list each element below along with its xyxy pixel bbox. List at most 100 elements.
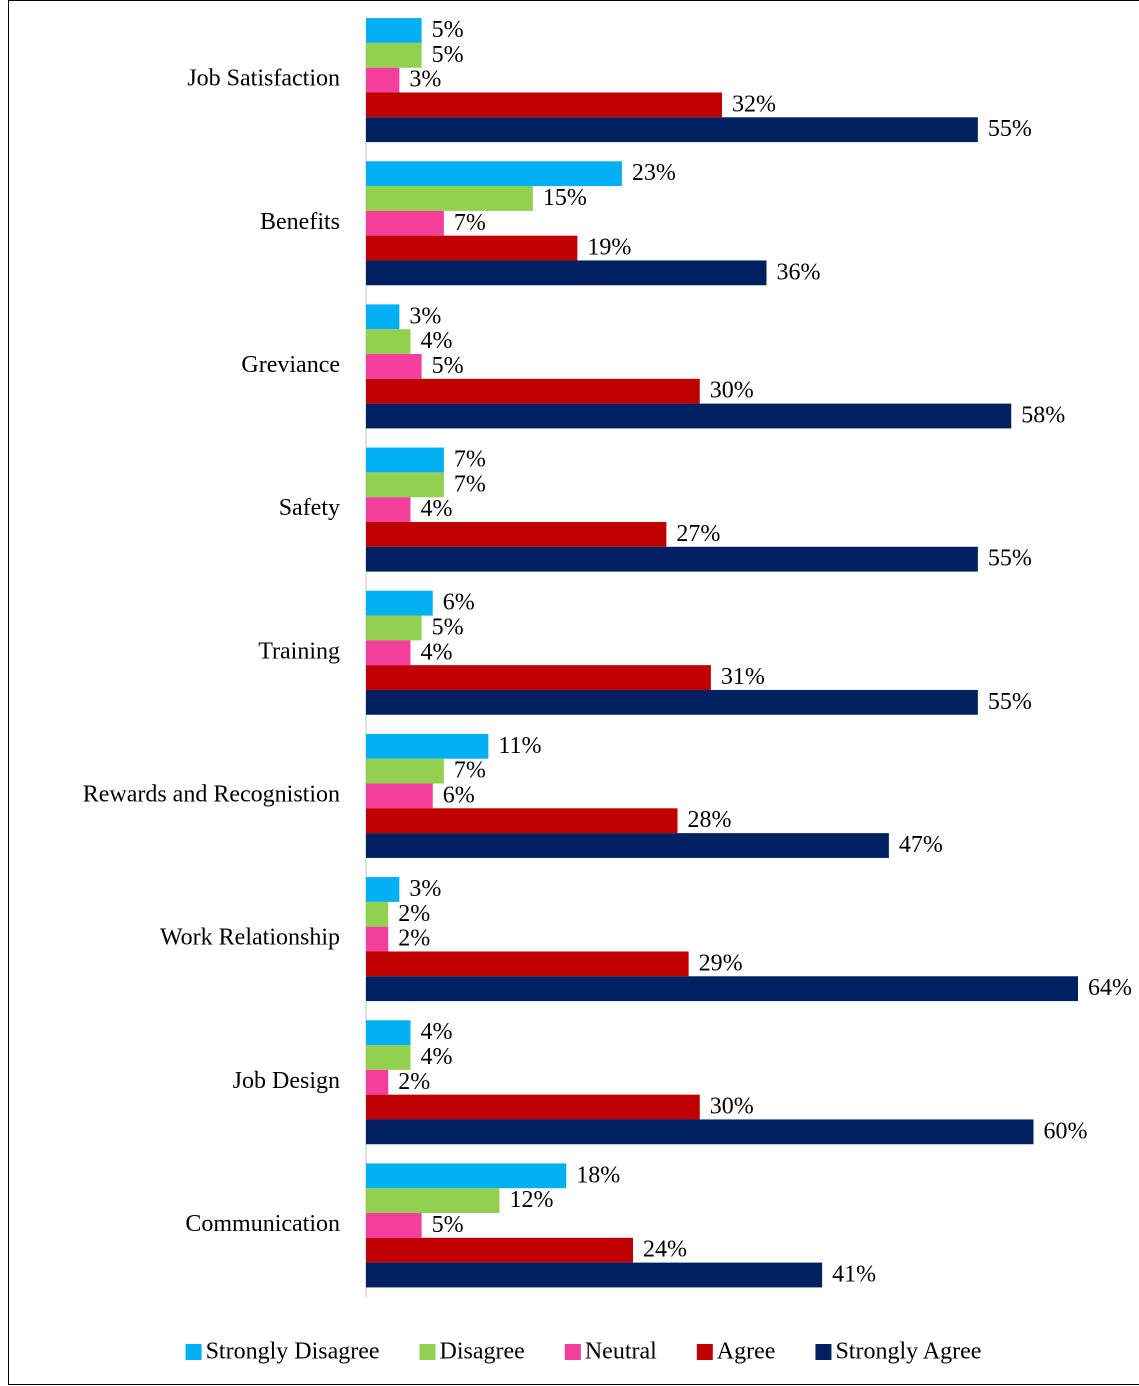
data-label: 2%	[398, 926, 430, 952]
bar	[366, 497, 411, 522]
data-label: 28%	[688, 807, 732, 833]
data-label: 31%	[721, 664, 765, 690]
bar	[366, 1188, 500, 1214]
legend-swatch	[419, 1344, 436, 1360]
data-label: 64%	[1088, 975, 1132, 1001]
data-label: 6%	[443, 590, 475, 616]
bar	[366, 1094, 700, 1120]
data-label: 4%	[421, 1019, 453, 1045]
legend-label: Agree	[717, 1339, 776, 1365]
bar	[366, 304, 400, 330]
legend: Strongly Disagree Disagree Neutral Agree Str…	[185, 1339, 981, 1365]
bar	[366, 235, 578, 261]
data-label: 4%	[421, 496, 453, 522]
data-label: 23%	[632, 160, 676, 186]
bar	[366, 733, 489, 759]
data-label: 2%	[398, 1069, 430, 1095]
bar	[366, 378, 700, 404]
bar	[366, 1213, 422, 1238]
legend-label: Disagree	[440, 1339, 525, 1365]
data-label: 5%	[432, 17, 464, 43]
bar	[366, 1163, 567, 1189]
data-label: 47%	[899, 832, 943, 858]
legend-label: Strongly Agree	[835, 1339, 981, 1365]
data-label: 18%	[576, 1162, 620, 1188]
bar	[366, 833, 889, 858]
bar	[366, 783, 433, 809]
category-label: Job Design	[233, 1068, 340, 1094]
bar	[366, 546, 978, 572]
data-label: 30%	[710, 378, 754, 404]
data-label: 32%	[732, 91, 776, 117]
category-label: Training	[258, 638, 340, 664]
data-label: 11%	[498, 733, 541, 759]
bar	[366, 403, 1012, 429]
bar	[366, 1119, 1034, 1145]
data-label: 60%	[1044, 1118, 1088, 1144]
bar	[366, 329, 411, 355]
data-label: 58%	[1021, 403, 1065, 429]
bar	[366, 210, 444, 236]
category-label: Communication	[185, 1211, 340, 1237]
data-label: 29%	[699, 950, 743, 976]
bar	[366, 521, 667, 547]
bar	[366, 640, 411, 666]
data-label: 5%	[432, 42, 464, 68]
bar	[366, 926, 389, 952]
bar	[366, 354, 422, 379]
category-label: Rewards and Recognistion	[83, 781, 340, 807]
bar	[366, 615, 422, 641]
legend-swatch	[564, 1344, 581, 1360]
bar	[366, 808, 678, 834]
data-label: 55%	[988, 116, 1032, 142]
data-label: 5%	[432, 614, 464, 640]
bar	[366, 877, 400, 902]
bar	[366, 42, 422, 68]
bar	[366, 161, 622, 187]
data-label: 41%	[832, 1262, 876, 1288]
data-label: 27%	[676, 521, 720, 547]
data-label: 6%	[443, 782, 475, 808]
bar	[366, 1237, 633, 1263]
bar	[366, 18, 422, 43]
data-label: 7%	[454, 210, 486, 236]
bar	[366, 689, 978, 715]
data-label: 7%	[454, 758, 486, 784]
category-label: Greviance	[241, 352, 340, 378]
bar	[366, 590, 433, 616]
bar	[366, 1262, 823, 1288]
bar	[366, 665, 711, 690]
bar	[366, 67, 400, 93]
bar	[366, 951, 689, 977]
data-label: 2%	[398, 901, 430, 927]
bar	[366, 472, 444, 498]
data-label: 36%	[777, 259, 821, 285]
legend-label: Neutral	[585, 1339, 657, 1365]
category-label: Work Relationship	[160, 925, 340, 951]
data-label: 3%	[409, 303, 441, 329]
bar	[366, 1045, 411, 1070]
data-label: 3%	[409, 876, 441, 902]
data-label: 7%	[454, 471, 486, 497]
data-label: 55%	[988, 546, 1032, 572]
data-label: 15%	[543, 185, 587, 211]
data-label: 4%	[421, 328, 453, 354]
data-label: 7%	[454, 446, 486, 472]
legend-swatch	[696, 1344, 713, 1360]
bar	[366, 976, 1078, 1002]
bar	[366, 1069, 389, 1095]
category-label: Benefits	[260, 209, 340, 235]
category-label: Safety	[279, 495, 340, 521]
legend-label: Strongly Disagree	[206, 1339, 380, 1365]
data-label: 24%	[643, 1237, 687, 1263]
data-label: 5%	[432, 353, 464, 379]
bar	[366, 117, 978, 143]
data-label: 4%	[421, 1044, 453, 1070]
data-label: 3%	[409, 67, 441, 93]
bar	[366, 186, 533, 211]
bar	[366, 447, 444, 473]
data-label: 30%	[710, 1094, 754, 1120]
bar	[366, 758, 444, 784]
